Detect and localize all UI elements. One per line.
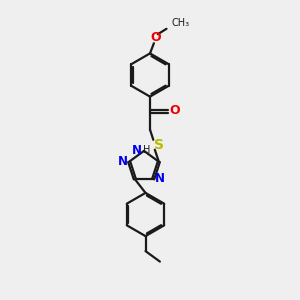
Text: N: N	[155, 172, 165, 185]
Text: S: S	[154, 138, 164, 152]
Text: H: H	[143, 145, 151, 155]
Text: N: N	[118, 154, 128, 168]
Text: O: O	[169, 104, 180, 118]
Text: N: N	[132, 144, 142, 157]
Text: CH₃: CH₃	[172, 18, 190, 28]
Text: O: O	[150, 31, 161, 44]
